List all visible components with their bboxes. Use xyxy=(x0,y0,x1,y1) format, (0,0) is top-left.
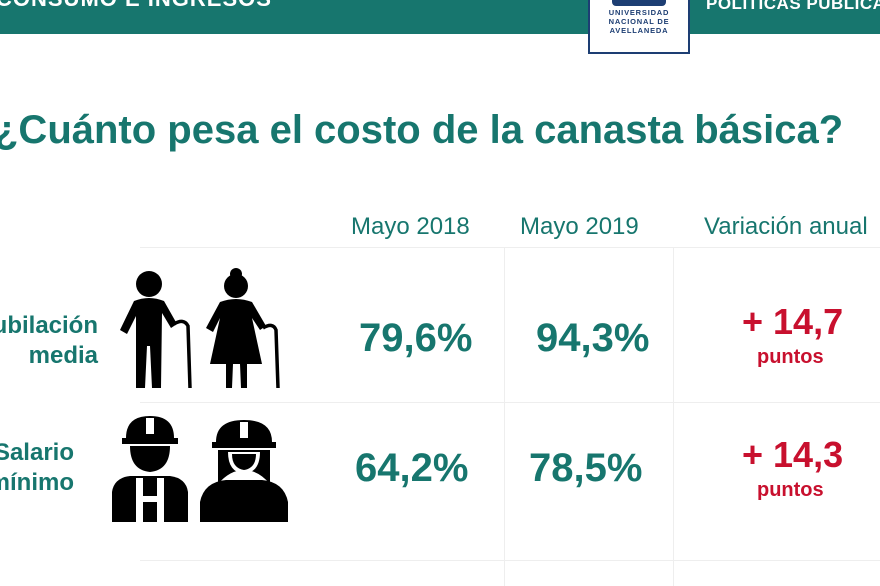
value-wage-2018: 64,2% xyxy=(355,446,469,490)
grid-line-col-1 xyxy=(504,247,505,586)
variation-wage-unit: puntos xyxy=(757,479,824,501)
row-label-minimum-wage: Salario mínimo xyxy=(0,438,74,498)
column-header-2019: Mayo 2019 xyxy=(520,213,639,240)
grid-line-col-2 xyxy=(673,247,674,586)
grid-line-middle xyxy=(140,402,880,403)
variation-wage: + 14,3 xyxy=(742,434,844,475)
construction-workers-icon xyxy=(112,416,288,522)
section-category: POLÍTICAS PÚBLICAS xyxy=(706,0,880,13)
section-title: CONSUMO E INGRESOS xyxy=(0,0,272,12)
university-logo: UNIVERSIDAD NACIONAL DE AVELLANEDA xyxy=(588,0,690,54)
top-bar: CONSUMO E INGRESOS POLÍTICAS PÚBLICAS xyxy=(0,0,880,34)
logo-line-1: UNIVERSIDAD xyxy=(608,8,670,17)
logo-mark-icon xyxy=(612,0,666,6)
column-header-variation: Variación anual xyxy=(704,213,868,240)
grid-line-top xyxy=(140,247,880,248)
grid-line-bottom xyxy=(140,560,880,561)
column-header-2018: Mayo 2018 xyxy=(351,213,470,240)
row-label-line: mínimo xyxy=(0,469,74,496)
logo-line-3: AVELLANEDA xyxy=(609,26,669,35)
variation-pension-unit: puntos xyxy=(757,346,824,368)
logo-line-2: NACIONAL DE xyxy=(608,17,670,26)
value-pension-2018: 79,6% xyxy=(359,316,473,360)
value-pension-2019: 94,3% xyxy=(536,316,650,360)
row-label-line: Salario xyxy=(0,439,74,466)
variation-pension: + 14,7 xyxy=(742,301,844,342)
row-label-pension: Jubilación media xyxy=(0,311,98,371)
elderly-couple-icon xyxy=(120,268,280,389)
row-label-line: Jubilación xyxy=(0,312,98,339)
value-wage-2019: 78,5% xyxy=(529,446,643,490)
row-label-line: media xyxy=(28,342,98,369)
page-title: ¿Cuánto pesa el costo de la canasta bási… xyxy=(0,108,844,152)
